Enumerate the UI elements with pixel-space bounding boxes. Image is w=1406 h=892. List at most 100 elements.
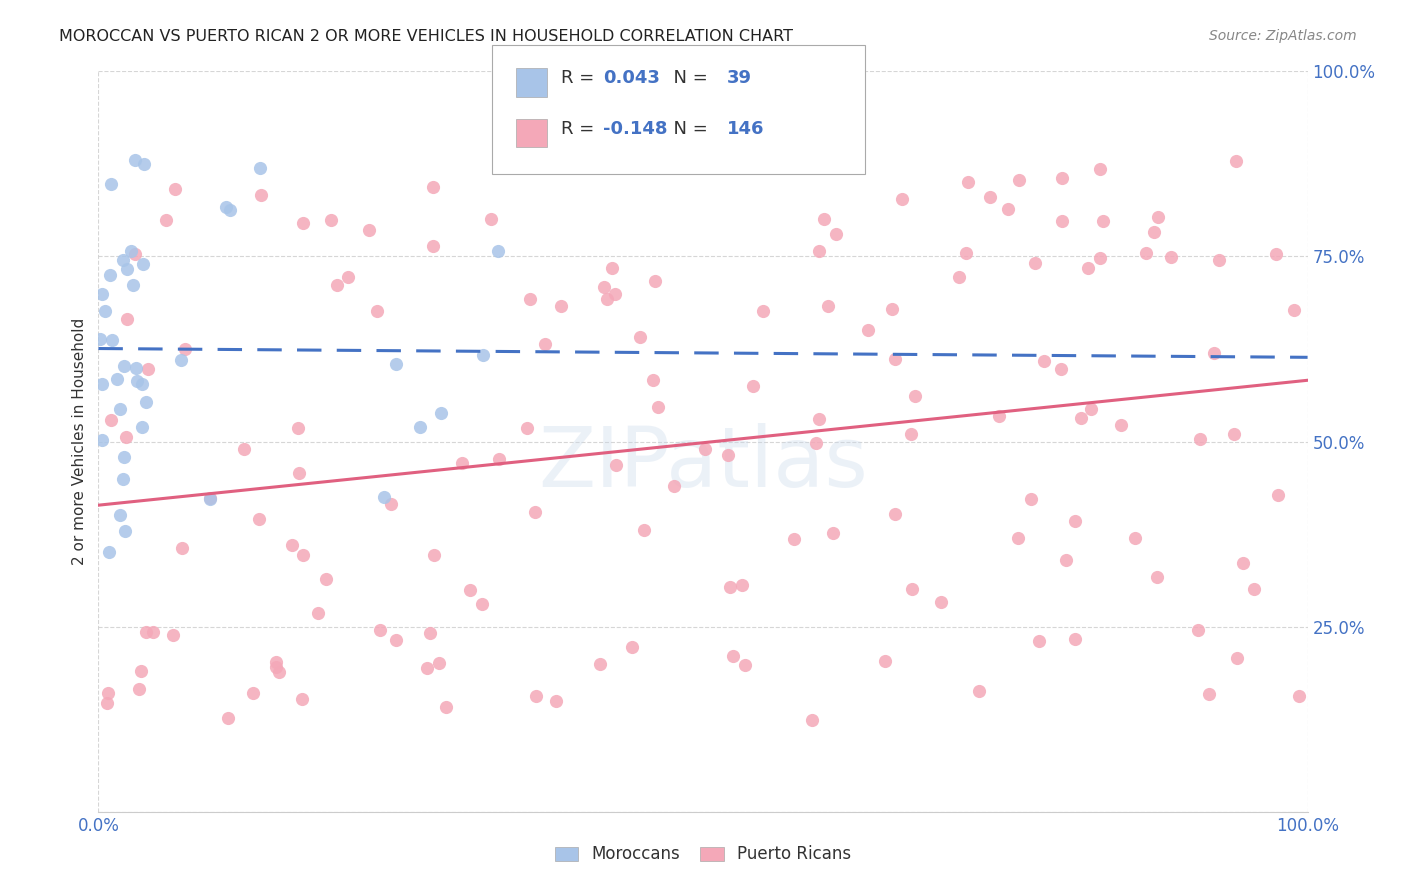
Point xyxy=(488,451,510,466)
Point xyxy=(1135,246,1157,260)
Point xyxy=(416,661,439,675)
Point xyxy=(1264,247,1286,261)
Point xyxy=(1054,553,1077,567)
Point xyxy=(628,330,651,344)
Point xyxy=(695,442,717,457)
Point xyxy=(1070,410,1092,425)
Point xyxy=(752,304,775,318)
Point xyxy=(519,292,541,306)
Point xyxy=(1187,623,1209,637)
Point xyxy=(882,302,904,317)
Point xyxy=(114,524,136,538)
Point xyxy=(281,538,304,552)
Point xyxy=(900,427,922,442)
Point xyxy=(605,458,627,473)
Point xyxy=(1243,582,1265,596)
Point xyxy=(1064,632,1087,646)
Point xyxy=(662,479,685,493)
Point xyxy=(90,377,112,392)
Point xyxy=(1198,687,1220,701)
Point xyxy=(813,212,835,227)
Point xyxy=(422,548,444,562)
Point xyxy=(1007,532,1029,546)
Point xyxy=(94,304,117,318)
Point xyxy=(112,450,135,464)
Point xyxy=(120,244,142,258)
Text: R =: R = xyxy=(561,70,600,87)
Point xyxy=(98,268,121,282)
Point xyxy=(165,182,187,196)
Point xyxy=(1160,251,1182,265)
Point xyxy=(131,664,153,678)
Point xyxy=(122,277,145,292)
Point xyxy=(1232,557,1254,571)
Point xyxy=(1091,214,1114,228)
Point xyxy=(891,192,914,206)
Point xyxy=(136,362,159,376)
Point xyxy=(1088,251,1111,265)
Point xyxy=(1288,689,1310,703)
Point xyxy=(957,175,980,189)
Point xyxy=(336,269,359,284)
Point xyxy=(91,433,114,447)
Point xyxy=(124,247,146,261)
Point xyxy=(903,389,925,403)
Text: -0.148: -0.148 xyxy=(603,120,668,138)
Point xyxy=(856,323,879,337)
Point xyxy=(621,640,644,654)
Point xyxy=(1188,432,1211,446)
Point xyxy=(135,394,157,409)
Point xyxy=(233,442,256,457)
Point xyxy=(287,421,309,435)
Point xyxy=(114,359,136,373)
Point xyxy=(173,342,195,356)
Point xyxy=(100,412,122,426)
Text: N =: N = xyxy=(662,70,714,87)
Point xyxy=(929,595,952,609)
Point xyxy=(1208,252,1230,267)
Point xyxy=(988,409,1011,423)
Point xyxy=(326,278,349,293)
Point xyxy=(111,472,134,486)
Point xyxy=(105,372,128,386)
Point xyxy=(89,332,111,346)
Point xyxy=(593,279,616,293)
Point xyxy=(215,200,238,214)
Point xyxy=(132,257,155,271)
Point xyxy=(135,625,157,640)
Point xyxy=(366,303,388,318)
Point xyxy=(380,497,402,511)
Point xyxy=(422,179,444,194)
Point xyxy=(1033,353,1056,368)
Point xyxy=(534,336,557,351)
Point xyxy=(170,353,193,368)
Point xyxy=(242,686,264,700)
Point xyxy=(967,683,990,698)
Point xyxy=(647,400,669,414)
Point xyxy=(198,492,221,507)
Point xyxy=(603,286,626,301)
Point xyxy=(117,262,139,277)
Point xyxy=(721,649,744,664)
Point xyxy=(1282,302,1305,317)
Point xyxy=(115,430,138,444)
Point xyxy=(718,580,741,594)
Point xyxy=(1225,153,1247,168)
Point xyxy=(162,628,184,642)
Point xyxy=(292,216,315,230)
Text: 0.043: 0.043 xyxy=(603,70,659,87)
Point xyxy=(359,222,381,236)
Point xyxy=(782,532,804,546)
Point xyxy=(127,374,149,388)
Point xyxy=(321,213,343,227)
Point xyxy=(488,244,510,258)
Point xyxy=(97,545,120,559)
Point xyxy=(808,412,831,426)
Text: Source: ZipAtlas.com: Source: ZipAtlas.com xyxy=(1209,29,1357,43)
Point xyxy=(460,583,482,598)
Point xyxy=(589,657,612,671)
Point xyxy=(385,633,408,648)
Point xyxy=(427,656,450,670)
Point xyxy=(217,711,239,725)
Point xyxy=(1146,570,1168,584)
